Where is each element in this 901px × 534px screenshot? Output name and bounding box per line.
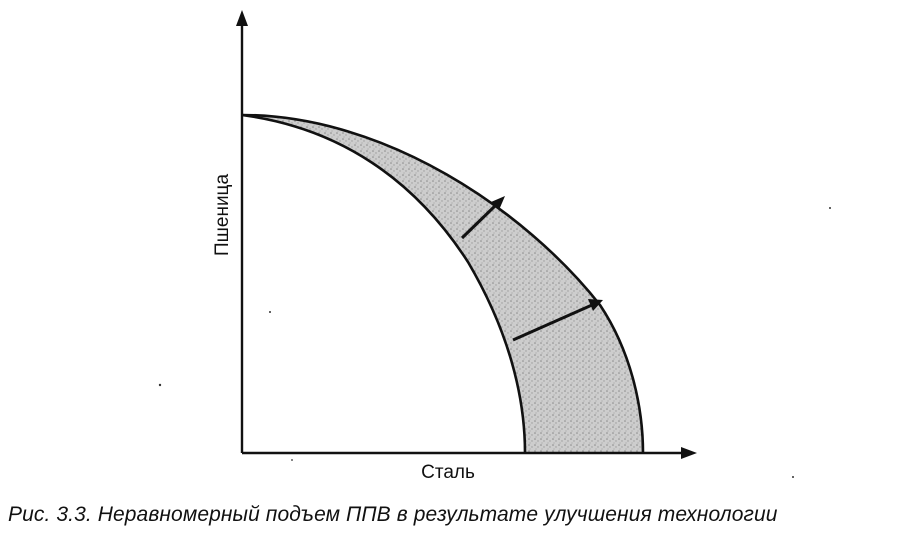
- arrow-icon: [460, 196, 505, 240]
- new-ppf-curve: [241, 113, 645, 454]
- x-axis-arrowhead: [681, 447, 697, 459]
- ppf-shift-area: [242, 115, 643, 453]
- scan-speck: [158, 383, 162, 387]
- scan-speck: [792, 476, 794, 478]
- x-axis-label: Сталь: [421, 462, 475, 483]
- figure-caption: Рис. 3.3. Неравномерный подъем ППВ в рез…: [8, 503, 778, 526]
- y-axis-arrowhead: [236, 10, 248, 26]
- scan-speck: [829, 207, 831, 209]
- scan-speck: [291, 459, 293, 461]
- old-ppf-curve: [241, 113, 527, 454]
- arrow-icon: [512, 299, 603, 342]
- y-axis-label: Пшеница: [212, 174, 233, 256]
- scan-speck: [269, 311, 271, 313]
